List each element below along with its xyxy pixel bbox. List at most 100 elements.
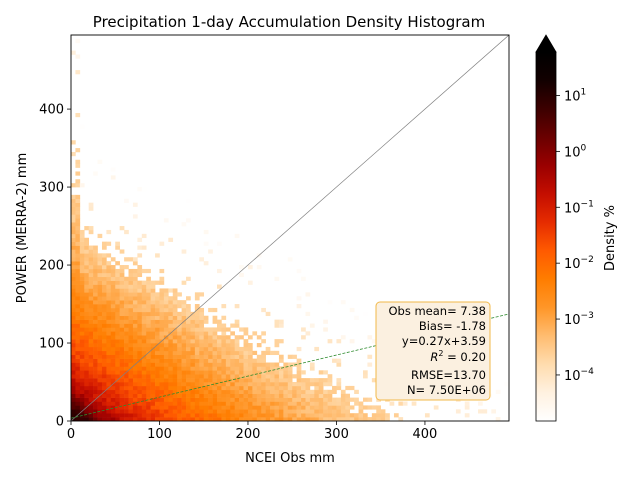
- heatmap-cell: [261, 389, 266, 395]
- heatmap-cell: [318, 385, 324, 391]
- heatmap-cell: [97, 339, 103, 344]
- heatmap-cell: [199, 319, 205, 324]
- heatmap-cell: [239, 389, 244, 395]
- heatmap-cell: [119, 315, 125, 320]
- heatmap-cell: [75, 194, 81, 200]
- heatmap-cell: [283, 409, 289, 414]
- heatmap-cell: [159, 385, 165, 391]
- heatmap-cell: [155, 327, 160, 332]
- heatmap-cell: [75, 198, 81, 203]
- heatmap-cell: [186, 413, 191, 418]
- heatmap-cell: [199, 413, 205, 418]
- heatmap-cell: [261, 358, 266, 363]
- heatmap-cell: [155, 417, 160, 421]
- heatmap-cell: [199, 292, 205, 297]
- heatmap-cell: [265, 397, 271, 402]
- heatmap-cell: [177, 339, 182, 344]
- heatmap-cell: [84, 245, 89, 250]
- heatmap-cell: [234, 354, 240, 359]
- heatmap-cell: [221, 346, 227, 352]
- heatmap-cell: [340, 393, 346, 398]
- heatmap-cell: [146, 378, 151, 383]
- heatmap-cell: [88, 393, 94, 398]
- heatmap-cell: [75, 311, 81, 317]
- heatmap-cell: [340, 405, 346, 410]
- heatmap-cell: [71, 307, 76, 313]
- heatmap-cell: [146, 413, 151, 418]
- heatmap-cell: [190, 319, 196, 324]
- heatmap-cell: [358, 413, 364, 418]
- heatmap-cell: [256, 265, 262, 270]
- heatmap-cell: [309, 389, 315, 395]
- heatmap-cell: [212, 370, 218, 375]
- heatmap-cell: [84, 331, 89, 336]
- heatmap-cell: [217, 350, 222, 356]
- heatmap-cell: [71, 311, 76, 317]
- heatmap-cell: [79, 280, 85, 285]
- heatmap-cell: [318, 382, 324, 387]
- heatmap-cell: [71, 249, 76, 254]
- heatmap-cell: [177, 346, 182, 352]
- heatmap-cell: [194, 385, 200, 391]
- heatmap-cell: [225, 389, 231, 395]
- heatmap-cell: [181, 370, 187, 375]
- heatmap-cell: [84, 346, 89, 352]
- heatmap-cell: [230, 393, 235, 398]
- heatmap-cell: [97, 378, 103, 383]
- heatmap-cell: [75, 389, 81, 395]
- heatmap-cell: [146, 354, 151, 359]
- heatmap-cell: [163, 339, 169, 344]
- heatmap-cell: [88, 350, 94, 356]
- heatmap-cell: [247, 358, 253, 363]
- heatmap-cell: [190, 343, 196, 348]
- heatmap-cell: [380, 417, 386, 421]
- heatmap-cell: [71, 300, 76, 305]
- heatmap-cell: [159, 393, 165, 398]
- heatmap-cell: [97, 257, 103, 262]
- heatmap-cell: [75, 401, 81, 406]
- heatmap-cell: [88, 311, 94, 317]
- heatmap-cell: [110, 354, 116, 359]
- heatmap-cell: [150, 405, 156, 410]
- heatmap-cell: [217, 339, 222, 344]
- heatmap-cell: [71, 374, 76, 379]
- heatmap-cell: [274, 276, 280, 281]
- heatmap-cell: [243, 401, 249, 406]
- heatmap-cell: [106, 296, 112, 301]
- heatmap-cell: [101, 339, 107, 344]
- heatmap-cell: [106, 272, 112, 278]
- heatmap-cell: [132, 409, 138, 414]
- heatmap-cell: [163, 417, 169, 421]
- heatmap-cell: [106, 307, 112, 313]
- heatmap-cell: [84, 358, 89, 363]
- heatmap-cell: [101, 385, 107, 391]
- heatmap-cell: [163, 374, 169, 379]
- heatmap-cell: [71, 222, 76, 227]
- heatmap-cell: [278, 374, 284, 379]
- heatmap-cell: [287, 366, 293, 371]
- heatmap-cell: [132, 276, 138, 281]
- heatmap-cell: [354, 315, 359, 320]
- heatmap-cell: [367, 335, 373, 340]
- heatmap-cell: [256, 370, 262, 375]
- heatmap-cell: [358, 417, 364, 421]
- heatmap-cell: [88, 229, 94, 235]
- heatmap-cell: [371, 378, 377, 383]
- heatmap-cell: [274, 397, 280, 402]
- heatmap-cell: [155, 307, 160, 313]
- heatmap-cell: [265, 362, 271, 367]
- heatmap-cell: [172, 319, 178, 324]
- heatmap-cell: [132, 350, 138, 356]
- heatmap-cell: [124, 409, 129, 414]
- heatmap-cell: [261, 378, 266, 383]
- heatmap-cell: [217, 268, 222, 274]
- heatmap-cell: [181, 366, 187, 371]
- heatmap-cell: [141, 304, 147, 309]
- heatmap-cell: [234, 401, 240, 406]
- heatmap-cell: [110, 296, 116, 301]
- heatmap-cell: [270, 370, 275, 375]
- heatmap-cell: [97, 300, 103, 305]
- heatmap-cell: [261, 339, 266, 344]
- heatmap-cell: [332, 413, 337, 418]
- heatmap-cell: [141, 335, 147, 340]
